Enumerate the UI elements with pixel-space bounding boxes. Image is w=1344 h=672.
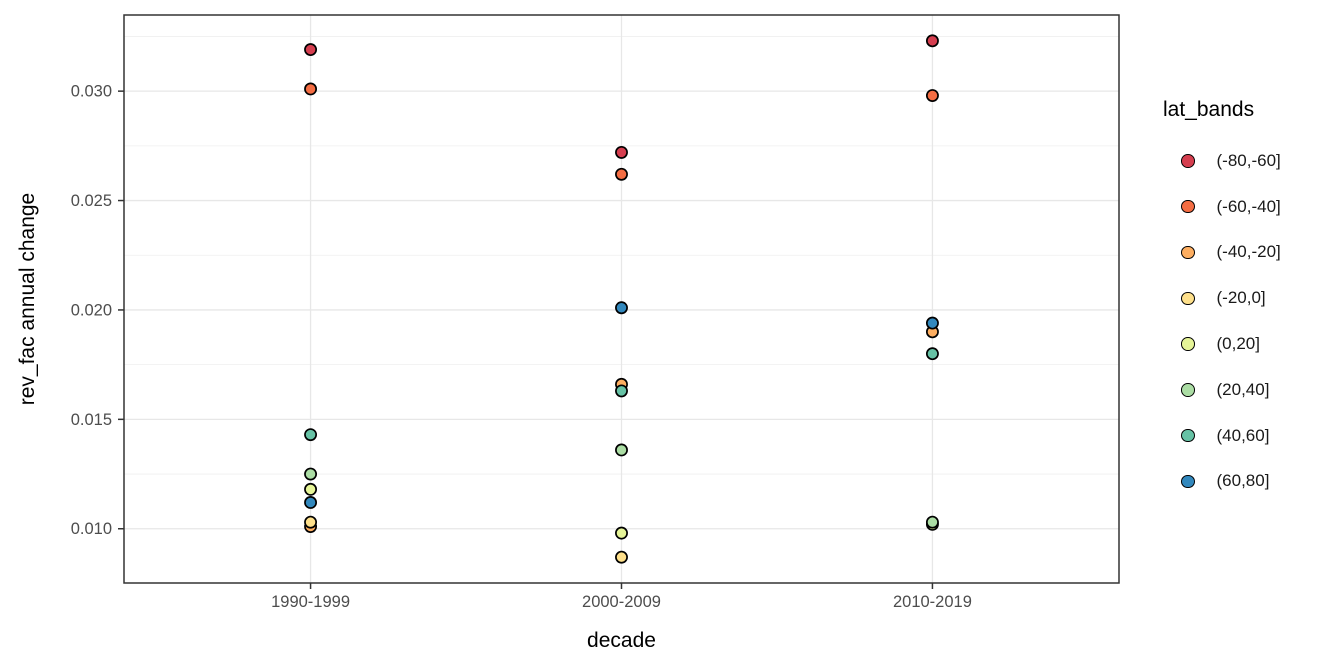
legend-item-label: (-80,-60] [1216, 150, 1281, 170]
data-point [615, 167, 628, 181]
legend-swatch-icon [1181, 245, 1195, 260]
legend-item: (20,40] [1160, 367, 1340, 413]
y-tick-label: 0.020 [71, 301, 112, 319]
legend-item-label: (0,20] [1216, 334, 1260, 354]
legend-item: (-20,0] [1160, 275, 1340, 321]
legend-item-label: (-20,0] [1216, 288, 1266, 308]
legend-swatch-icon [1181, 383, 1195, 397]
legend-swatch-icon [1181, 199, 1195, 214]
data-point [925, 34, 939, 48]
y-tick-label: 0.015 [71, 411, 112, 429]
legend-item: (0,20] [1160, 321, 1340, 367]
x-axis-title: decade [587, 629, 656, 652]
y-tick-label: 0.025 [71, 192, 112, 210]
data-point [304, 515, 318, 529]
data-point [304, 467, 318, 481]
legend-swatch-icon [1181, 474, 1195, 489]
x-tick-label: 1990-1999 [271, 593, 350, 611]
data-point [304, 482, 318, 496]
legend-item: (-60,-40] [1160, 184, 1340, 230]
data-point [304, 496, 318, 509]
x-tick-label: 2000-2009 [582, 593, 661, 611]
data-point [615, 145, 628, 159]
legend-item: (40,60] [1160, 413, 1340, 459]
legend-items: (-80,-60] (-60,-40] (-40,-20] (-20,0] (0,20]… [1160, 138, 1340, 504]
data-point [925, 347, 939, 361]
y-axis-title: rev_fac annual change [16, 192, 39, 406]
legend-swatch-icon [1181, 428, 1195, 443]
legend-item: (60,80] [1160, 459, 1340, 505]
legend: lat_bands (-80,-60] (-60,-40] (-40,-20] (-2… [1160, 96, 1340, 504]
data-point [304, 428, 318, 442]
data-point [615, 384, 628, 398]
x-tick-label: 2010-2019 [893, 593, 972, 611]
data-point [925, 515, 939, 529]
y-tick-label: 0.030 [71, 83, 112, 101]
data-point [304, 43, 318, 57]
data-point [925, 89, 939, 102]
legend-swatch-icon [1181, 291, 1195, 306]
legend-title: lat_bands [1163, 98, 1255, 121]
legend-swatch-icon [1181, 154, 1195, 168]
data-point [925, 316, 939, 330]
legend-item-label: (-40,-20] [1216, 242, 1281, 262]
legend-item-label: (20,40] [1216, 379, 1270, 399]
data-point [615, 301, 628, 315]
legend-item: (-40,-20] [1160, 230, 1340, 276]
legend-item-label: (40,60] [1216, 425, 1270, 445]
data-point [615, 550, 628, 564]
data-point [615, 526, 628, 540]
data-point [304, 82, 318, 96]
y-tick-label: 0.010 [71, 520, 112, 538]
legend-item-label: (60,80] [1216, 471, 1270, 491]
legend-item: (-80,-60] [1160, 138, 1340, 184]
legend-item-label: (-60,-40] [1216, 196, 1281, 216]
legend-swatch-icon [1181, 337, 1195, 351]
data-point [615, 443, 628, 457]
